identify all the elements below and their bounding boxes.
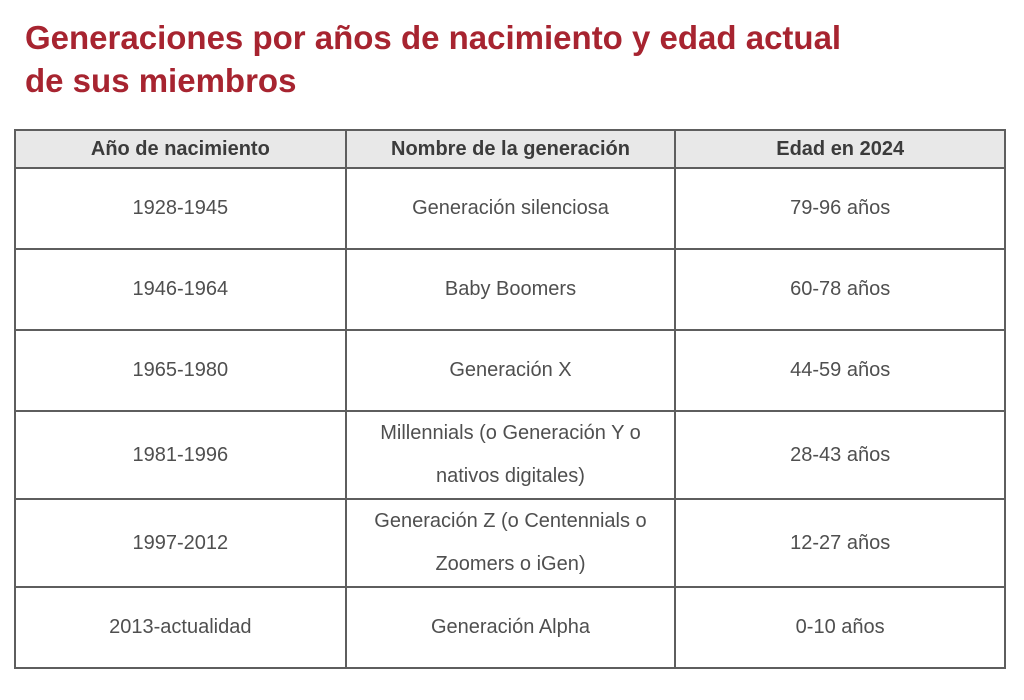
generation-name-cell: Baby Boomers	[344, 248, 677, 331]
column-header-generation-name: Nombre de la generación	[344, 129, 677, 169]
birth-year-cell: 1997-2012	[14, 498, 347, 588]
table-row: 1981-1996 Millennials (o Generación Y o …	[14, 410, 1006, 500]
generation-name-cell: Generación Z (o Centennials o Zoomers o …	[344, 498, 677, 588]
page-title: Generaciones por años de nacimiento y ed…	[25, 16, 841, 102]
generation-name-cell: Generación X	[344, 329, 677, 412]
age-cell: 0-10 años	[674, 586, 1006, 669]
table-row: 1965-1980 Generación X 44-59 años	[14, 329, 1006, 412]
column-header-age-2024: Edad en 2024	[674, 129, 1006, 169]
birth-year-cell: 2013-actualidad	[14, 586, 347, 669]
age-cell: 79-96 años	[674, 167, 1006, 250]
birth-year-cell: 1928-1945	[14, 167, 347, 250]
age-cell: 12-27 años	[674, 498, 1006, 588]
page-title-line-2: de sus miembros	[25, 62, 297, 99]
birth-year-cell: 1946-1964	[14, 248, 347, 331]
age-cell: 28-43 años	[674, 410, 1006, 500]
age-cell: 44-59 años	[674, 329, 1006, 412]
age-cell: 60-78 años	[674, 248, 1006, 331]
birth-year-cell: 1965-1980	[14, 329, 347, 412]
table-row: 1946-1964 Baby Boomers 60-78 años	[14, 248, 1006, 331]
generation-name-cell: Generación Alpha	[344, 586, 677, 669]
table-row: 1928-1945 Generación silenciosa 79-96 añ…	[14, 167, 1006, 250]
generation-name-cell: Generación silenciosa	[344, 167, 677, 250]
table-row: 1997-2012 Generación Z (o Centennials o …	[14, 498, 1006, 588]
page-title-line-1: Generaciones por años de nacimiento y ed…	[25, 19, 842, 56]
generations-table: Año de nacimiento Nombre de la generació…	[14, 129, 1006, 669]
table-row: 2013-actualidad Generación Alpha 0-10 añ…	[14, 586, 1006, 669]
birth-year-cell: 1981-1996	[14, 410, 347, 500]
table-header-row: Año de nacimiento Nombre de la generació…	[14, 129, 1006, 169]
column-header-birth-year: Año de nacimiento	[14, 129, 347, 169]
generation-name-cell: Millennials (o Generación Y o nativos di…	[344, 410, 677, 500]
